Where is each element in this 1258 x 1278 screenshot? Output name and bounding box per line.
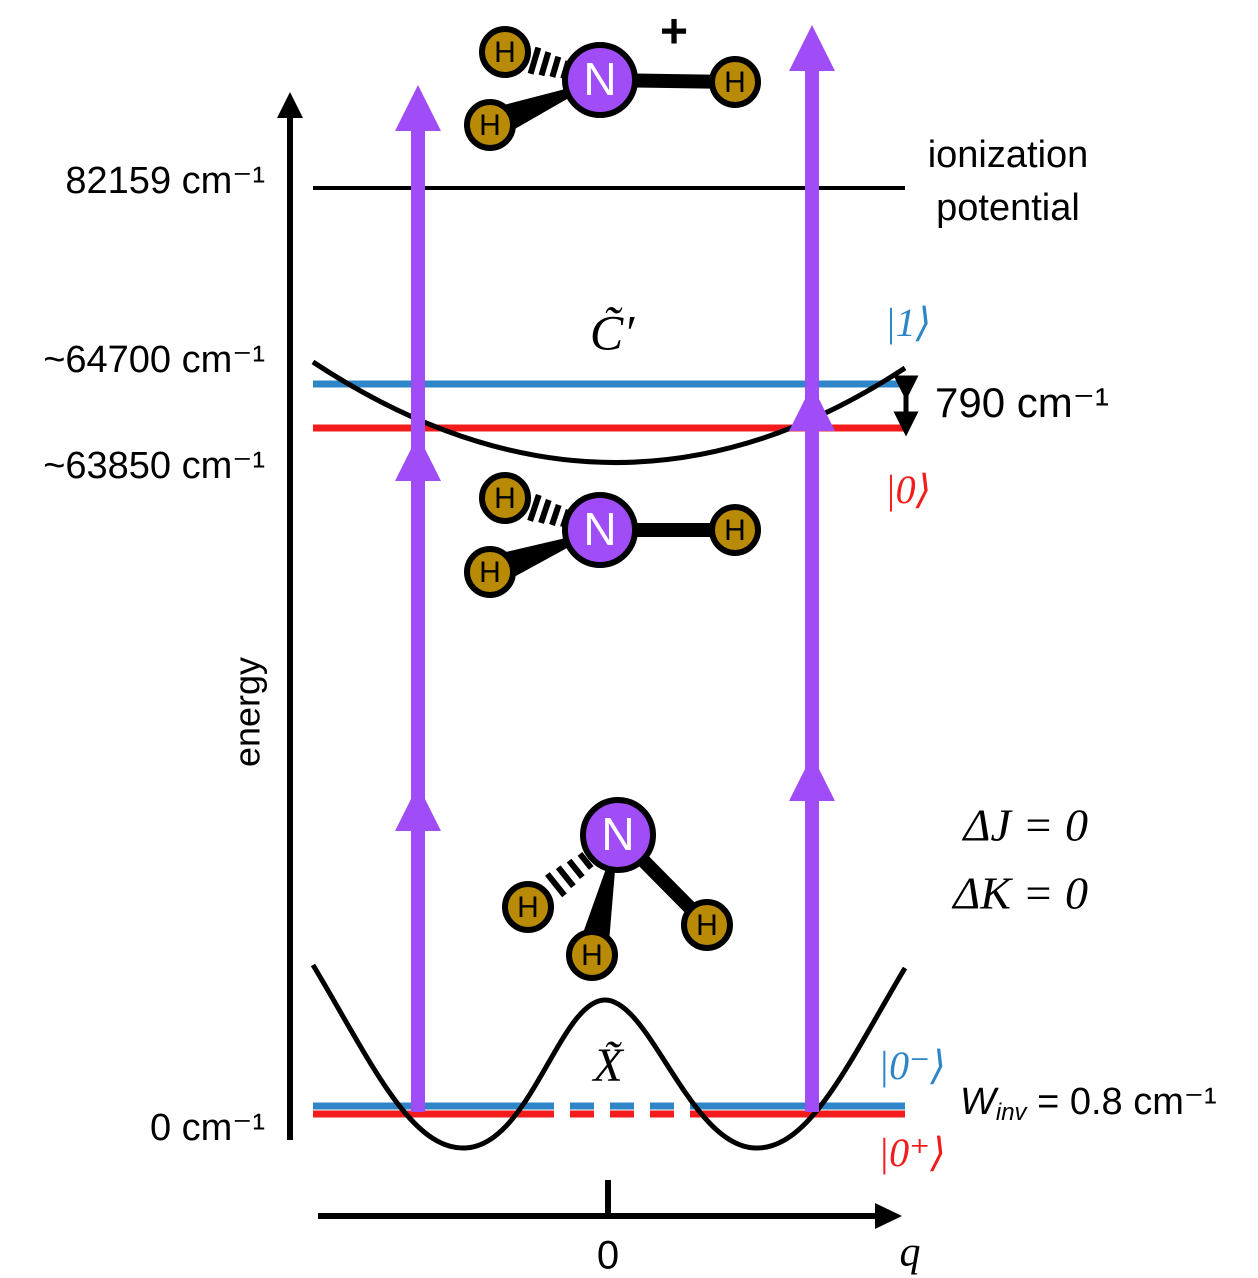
- atom-label: H: [724, 66, 746, 99]
- photon-arrowhead: [395, 785, 441, 831]
- atom-label: H: [517, 891, 539, 924]
- energy-arrowhead: [277, 92, 303, 118]
- hashed-bond: [547, 874, 564, 895]
- photon-arrowhead: [395, 435, 441, 481]
- hashed-bond: [552, 57, 558, 77]
- level-label: 0 cm⁻¹: [150, 1107, 265, 1149]
- photon-arrowhead: [395, 85, 441, 131]
- atom-label: N: [583, 53, 616, 105]
- tunneling-label: Winv = 0.8 cm⁻¹: [960, 1081, 1217, 1126]
- ionization-label: potential: [936, 187, 1080, 229]
- q-arrowhead: [875, 1203, 902, 1229]
- hashed-bond: [541, 52, 548, 75]
- hashed-bond: [558, 867, 573, 886]
- atom-label: H: [494, 36, 516, 69]
- photon-arrowhead: [789, 755, 835, 801]
- energy-label: energy: [227, 657, 268, 767]
- state-0: |0⟩: [885, 467, 932, 512]
- hashed-bond: [569, 861, 582, 878]
- atom-label: H: [696, 909, 718, 942]
- hashed-bond: [552, 505, 559, 525]
- photon-arrowhead: [789, 25, 835, 71]
- atom-label: N: [601, 808, 634, 860]
- excited-label: C̃′: [590, 304, 635, 360]
- level-label: 82159 cm⁻¹: [65, 160, 265, 202]
- q-zero: 0: [597, 1234, 619, 1278]
- selection-rule: ΔJ = 0: [962, 800, 1088, 851]
- state-0-plus: |0⁺⟩: [878, 1130, 946, 1175]
- hashed-bond: [541, 500, 549, 523]
- atom-label: H: [479, 109, 501, 142]
- atom-label: H: [494, 482, 516, 515]
- charge: +: [660, 6, 688, 59]
- molecules: H H H N + H H H N H H H N: [467, 6, 758, 978]
- state-0-minus: |0⁻⟩: [878, 1043, 946, 1088]
- diagram: energy 0 q 82159 cm⁻¹ ~64700 cm⁻¹ ~63850…: [0, 0, 1258, 1278]
- level-label: ~63850 cm⁻¹: [43, 445, 265, 487]
- w-sub: inv: [996, 1099, 1029, 1126]
- splitting-label: 790 cm⁻¹: [935, 379, 1109, 426]
- ionization-label: ionization: [928, 134, 1089, 176]
- hashed-bond: [530, 495, 539, 521]
- atom-label: H: [724, 514, 746, 547]
- selection-rule: ΔK = 0: [951, 868, 1088, 919]
- atom-label: H: [581, 939, 603, 972]
- w-value: = 0.8 cm⁻¹: [1027, 1081, 1217, 1123]
- w: W: [960, 1081, 999, 1123]
- hashed-bond: [531, 48, 539, 74]
- photon-arrowhead: [789, 385, 835, 431]
- ground-label: X̃: [591, 1039, 624, 1092]
- atom-label: N: [583, 503, 616, 555]
- level-label: ~64700 cm⁻¹: [43, 339, 265, 381]
- q-label: q: [900, 1230, 921, 1276]
- atom-label: H: [479, 556, 501, 589]
- state-1: |1⟩: [885, 300, 932, 345]
